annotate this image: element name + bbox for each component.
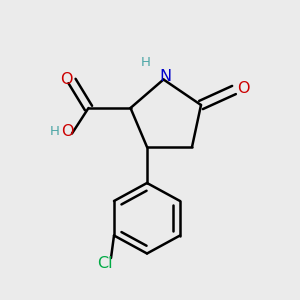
Text: H: H (50, 125, 59, 139)
Text: Cl: Cl (97, 256, 113, 272)
Text: N: N (159, 69, 171, 84)
Text: O: O (61, 124, 74, 140)
Text: H: H (141, 56, 151, 70)
Text: O: O (237, 81, 249, 96)
Text: O: O (60, 72, 72, 87)
